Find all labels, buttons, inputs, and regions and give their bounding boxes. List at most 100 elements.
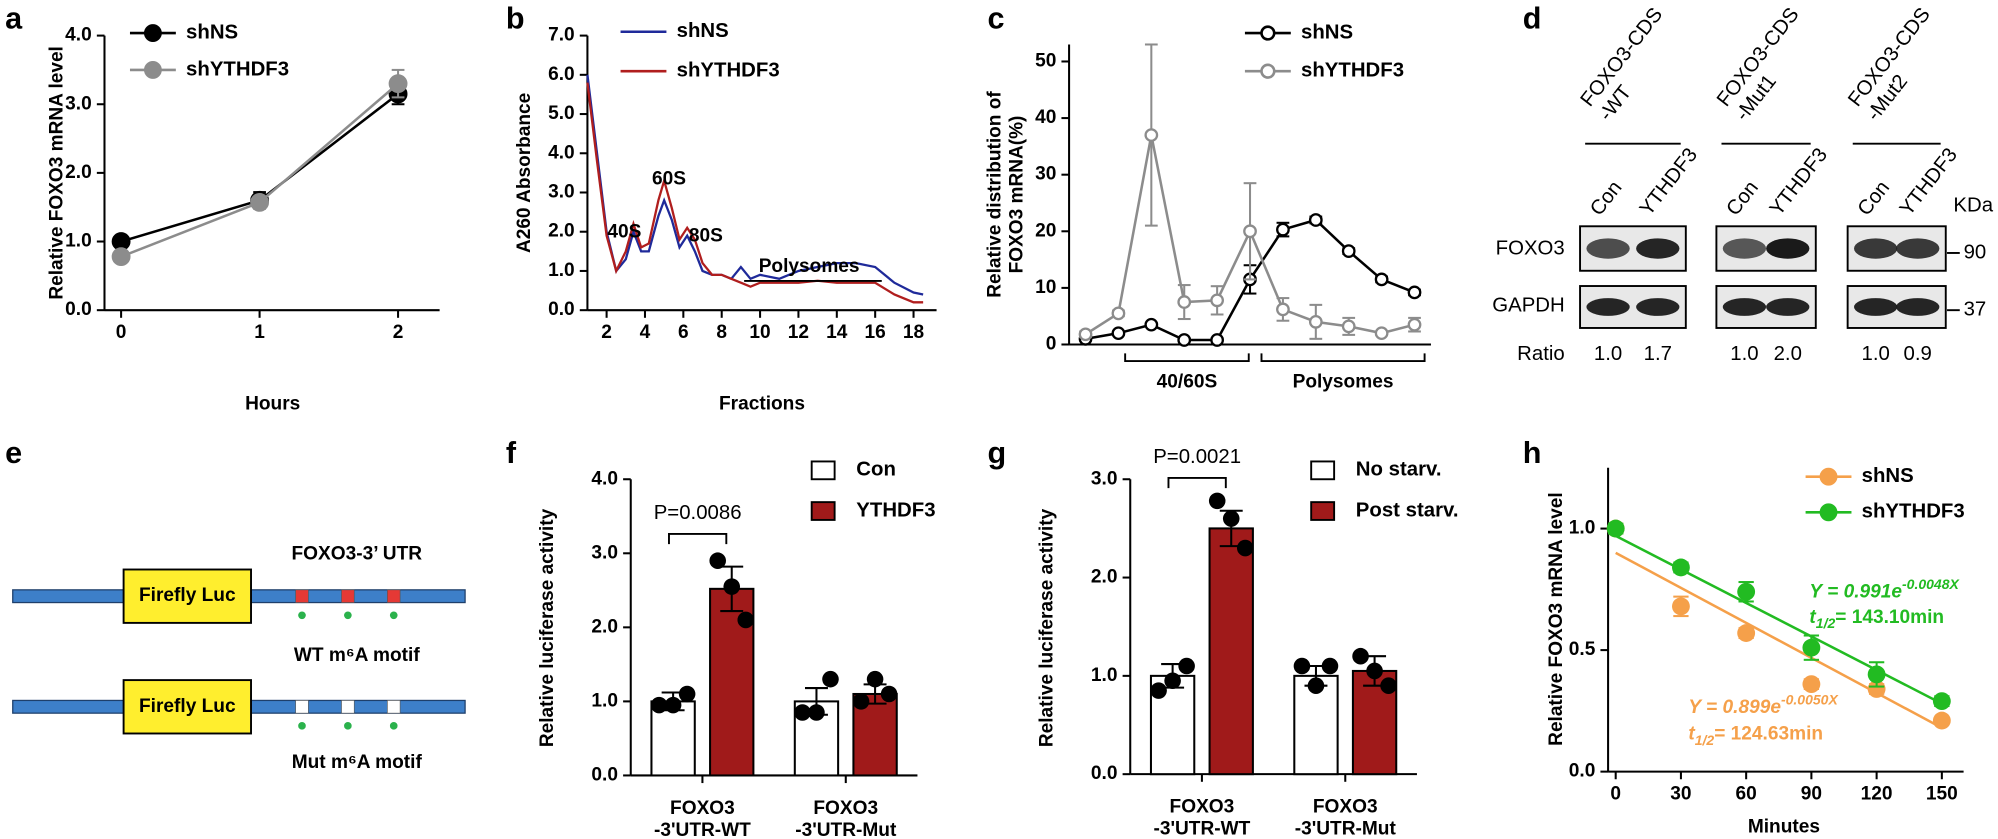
legend-label: shNS xyxy=(677,20,729,42)
y-axis-label: A260 Absorbance xyxy=(514,93,535,253)
p-bracket xyxy=(668,532,728,545)
data-point xyxy=(1867,665,1886,684)
legend-label: Con xyxy=(856,459,896,481)
legend-marker xyxy=(1260,25,1276,41)
data-point xyxy=(1802,638,1821,657)
x-tick-label: 14 xyxy=(826,322,848,343)
y-tick-label: 5.0 xyxy=(548,103,575,124)
group-bracket xyxy=(1124,353,1250,362)
size-marker: 90 xyxy=(1964,241,1987,263)
legend-swatch xyxy=(1310,460,1336,481)
lane-label: YTHDF3 xyxy=(1766,144,1832,220)
x-tick-label: 120 xyxy=(1861,784,1893,805)
panel-label: d xyxy=(1523,1,1542,35)
data-point xyxy=(1407,285,1422,300)
motif xyxy=(387,589,401,603)
legend-label: YTHDF3 xyxy=(856,499,935,521)
panel-label: c xyxy=(988,1,1005,35)
y-tick-label: 0 xyxy=(1046,334,1057,355)
y-tick-label: 0.0 xyxy=(1569,761,1596,782)
replicate-point xyxy=(709,552,726,569)
legend-marker xyxy=(143,61,162,79)
replicate-point xyxy=(1352,647,1369,665)
data-point xyxy=(1341,244,1356,258)
data-point xyxy=(1276,302,1290,317)
fit-line xyxy=(1615,534,1943,705)
motif xyxy=(295,589,309,603)
replicate-point xyxy=(1380,677,1397,694)
replicate-point xyxy=(1222,510,1240,527)
annotation: 60S xyxy=(652,168,686,189)
series-line xyxy=(586,82,924,304)
legend-label: shNS xyxy=(186,21,238,43)
series-line xyxy=(120,82,399,258)
y-tick-label: 0.0 xyxy=(591,764,618,785)
group-bracket xyxy=(1260,353,1426,362)
y-tick-label: 30 xyxy=(1035,164,1056,185)
ratio-value: 0.9 xyxy=(1904,343,1932,365)
blot-band xyxy=(1636,238,1680,259)
y-tick-label: 3.0 xyxy=(591,542,618,563)
lane-label: YTHDF3 xyxy=(1896,144,1962,220)
row-label: FOXO3 xyxy=(1496,238,1565,260)
motif-dot xyxy=(389,722,398,730)
replicate-point xyxy=(664,696,682,714)
y-tick-label: 7.0 xyxy=(548,25,575,46)
x-tick-label: 30 xyxy=(1670,784,1691,805)
y-tick-label: 6.0 xyxy=(548,64,575,85)
group-title: FOXO3-CDS-Mut2 xyxy=(1845,4,1954,125)
data-point xyxy=(1144,128,1159,142)
legend-swatch xyxy=(810,460,836,481)
p-bracket xyxy=(1167,477,1227,489)
fit-equation: Y = 0.991e-0.0048X xyxy=(1809,575,1960,602)
x-tick-label: 60 xyxy=(1736,784,1757,805)
data-point xyxy=(1341,319,1356,334)
lane-label: Con xyxy=(1586,177,1626,220)
lane-label: Con xyxy=(1854,177,1894,220)
half-life-rest: = 124.63min xyxy=(1714,724,1823,745)
replicate-point xyxy=(1164,672,1181,690)
data-point xyxy=(1932,692,1951,711)
y-tick-label: 40 xyxy=(1035,107,1056,128)
panel-label: f xyxy=(506,436,517,470)
x-tick-label: 90 xyxy=(1801,784,1822,805)
p-value: P=0.0086 xyxy=(654,502,742,524)
panel-label: b xyxy=(506,1,525,35)
legend-label: shNS xyxy=(1862,465,1914,487)
data-point xyxy=(1243,224,1257,239)
data-point xyxy=(1210,293,1225,308)
data-point xyxy=(1177,295,1192,309)
annotation: Polysomes xyxy=(759,256,860,277)
x-axis-label: Fractions xyxy=(719,393,805,414)
blot-band xyxy=(1722,298,1767,316)
blot-band xyxy=(1854,298,1898,316)
data-point xyxy=(1374,326,1389,341)
data-point xyxy=(1111,306,1126,321)
panel-label: h xyxy=(1523,436,1542,470)
x-tick-label: 150 xyxy=(1926,784,1958,805)
data-point xyxy=(1308,213,1323,227)
x-tick-label: 16 xyxy=(865,322,886,343)
x-tick-label: FOXO3 -3'UTR-Mut xyxy=(1295,797,1397,839)
y-tick-label: 2.0 xyxy=(591,616,618,637)
equation-exponent: -0.0048X xyxy=(1902,575,1960,591)
data-point xyxy=(1737,624,1756,642)
half-life-sub: 1/2 xyxy=(1695,732,1715,748)
x-tick-label: FOXO3 -3'UTR-WT xyxy=(654,798,751,839)
motif xyxy=(295,700,309,714)
legend-label: No starv. xyxy=(1356,459,1442,481)
legend-label: shYTHDF3 xyxy=(186,58,289,80)
legend-label: shYTHDF3 xyxy=(1301,60,1404,82)
y-tick-label: 4.0 xyxy=(65,25,92,46)
p-value: P=0.0021 xyxy=(1153,446,1241,468)
replicate-point xyxy=(1236,539,1254,557)
half-life: t1/2= 143.10min xyxy=(1809,607,1944,631)
luc-label: Firefly Luc xyxy=(139,696,236,717)
replicate-point xyxy=(1178,657,1195,675)
data-point xyxy=(1078,327,1093,342)
y-tick-label: 1.0 xyxy=(548,260,575,281)
motif xyxy=(341,589,355,603)
blot-band xyxy=(1766,238,1810,259)
blot-band xyxy=(1896,298,1940,316)
x-tick-label: 18 xyxy=(903,322,925,343)
